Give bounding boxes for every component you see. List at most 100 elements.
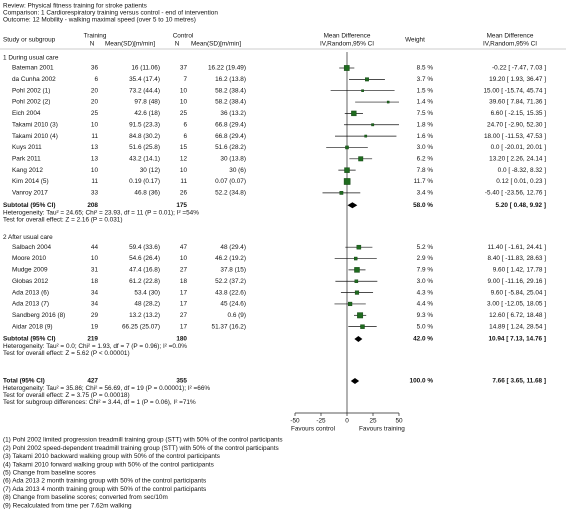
footnote: (6) Ada 2013 2 month training group with… [3, 478, 206, 485]
footnote: (7) Ada 2013 4 month training group with… [3, 486, 206, 493]
effect-square [356, 244, 362, 250]
weight: 58.0 % [413, 202, 433, 209]
column-header: IV,Random,95% CI [320, 41, 374, 48]
training-n: 208 [87, 202, 98, 209]
training-n: 13 [91, 144, 99, 151]
effect-square [360, 324, 365, 329]
column-header: N [90, 41, 95, 48]
favours-right: Favours training [359, 426, 405, 433]
control-mean-sd: 0.6 (9) [228, 312, 246, 319]
control-mean-sd: 58.2 (38.4) [215, 99, 246, 106]
study-name: Takami 2010 (4) [12, 133, 58, 140]
control-n: 25 [180, 110, 188, 117]
x-tick-label: 50 [395, 418, 403, 425]
group-name: 2 After usual care [3, 234, 53, 241]
review: Review: Physical fitness training for st… [3, 3, 147, 10]
mean-difference: 0.12 [ 0.01, 0.23 ] [496, 178, 546, 185]
study-name: Vanroy 2017 [12, 190, 48, 197]
effect-square [348, 301, 353, 307]
training-n: 34 [91, 289, 99, 296]
study-name: Salbach 2004 [12, 244, 52, 251]
training-n: 427 [87, 378, 98, 385]
training-mean-sd: 30 (12) [140, 167, 160, 174]
training-mean-sd: 51.6 (25.8) [129, 144, 160, 151]
effect-square [354, 267, 360, 273]
training-n: 13 [91, 155, 99, 162]
study-name: Ada 2013 (7) [12, 301, 49, 308]
overall-effect: Test for overall effect: Z = 2.16 (P = 0… [3, 216, 122, 223]
weight: 42.0 % [413, 336, 433, 343]
training-mean-sd: 13.2 (13.2) [129, 312, 160, 319]
training-mean-sd: 42.6 (18) [134, 110, 160, 117]
training-mean-sd: 97.8 (48) [134, 99, 160, 106]
pooled-diamond [350, 378, 360, 384]
footnote: (8) Change from baseline scores; convert… [3, 494, 168, 501]
heterogeneity: Heterogeneity: Tau² = 0.0; Chi² = 1.93, … [3, 343, 187, 350]
column-header: Mean(SD)[m/min] [105, 41, 155, 48]
mean-difference: -0.22 [ -7.47, 7.03 ] [492, 65, 546, 72]
control-mean-sd: 46.2 (19.2) [215, 255, 246, 262]
effect-square [357, 312, 364, 319]
favours-left: Favours control [291, 426, 335, 433]
mean-difference: 19.20 [ 1.93, 36.47 ] [489, 76, 546, 83]
control-n: 6 [183, 121, 187, 128]
control-n: 18 [180, 278, 188, 285]
x-tick-label: -50 [290, 418, 300, 425]
mean-difference: 11.40 [ -1.61, 24.41 ] [487, 244, 546, 251]
control-mean-sd: 45 (24.6) [220, 301, 246, 308]
group-name: 1 During usual care [3, 55, 59, 62]
weight: 6.2 % [417, 155, 434, 162]
effect-square [364, 134, 368, 138]
control-mean-sd: 66.8 (29.4) [215, 121, 246, 128]
weight: 3.0 % [417, 278, 434, 285]
training-mean-sd: 0.19 (0.17) [129, 178, 160, 185]
training-n: 219 [87, 336, 98, 343]
weight: 2.9 % [417, 255, 434, 262]
overall-effect: Test for overall effect: Z = 5.62 (P < 0… [3, 350, 130, 357]
training-n: 19 [91, 323, 99, 330]
control-mean-sd: 37.8 (15) [220, 267, 246, 274]
study-name: Kuys 2011 [12, 144, 42, 151]
mean-difference: 0.0 [ -20.01, 20.01 ] [491, 144, 547, 151]
study-name: Eich 2004 [12, 110, 41, 117]
total-label: Total (95% CI) [3, 378, 45, 385]
mean-difference: 24.70 [ -2.90, 52.30 ] [487, 121, 546, 128]
column-header: N [175, 41, 180, 48]
training-n: 6 [94, 76, 98, 83]
weight: 100.0 % [410, 378, 434, 385]
mean-difference: 6.60 [ -2.15, 15.35 ] [491, 110, 547, 117]
training-mean-sd: 46.8 (36) [134, 190, 160, 197]
weight: 8.5 % [417, 65, 434, 72]
pooled-diamond [347, 202, 358, 209]
weight: 1.6 % [417, 133, 434, 140]
control-n: 37 [180, 65, 188, 72]
weight: 4.4 % [417, 301, 434, 308]
control-n: 180 [176, 336, 187, 343]
mean-difference: 9.60 [ 1.42, 17.78 ] [493, 267, 547, 274]
effect-square [354, 279, 359, 284]
mean-difference: 9.00 [ -11.16, 29.16 ] [487, 278, 546, 285]
heterogeneity: Heterogeneity: Tau² = 24.65; Chi² = 23.9… [3, 209, 199, 216]
mean-difference: 0.0 [ -8.32, 8.32 ] [498, 167, 547, 174]
column-header: Mean Difference [487, 33, 534, 40]
footnote: (4) Takami 2010 forward walking group wi… [3, 461, 214, 468]
subtotal-label: Subtotal (95% CI) [3, 336, 56, 343]
control-mean-sd: 0.07 (0.07) [215, 178, 246, 185]
weight: 1.8 % [417, 121, 434, 128]
study-name: Globas 2012 [12, 278, 49, 285]
study-name: Park 2011 [12, 155, 41, 162]
control-n: 10 [180, 255, 188, 262]
weight: 1.5 % [417, 87, 434, 94]
control-mean-sd: 51.6 (28.2) [215, 144, 246, 151]
training-mean-sd: 66.25 (25.07) [122, 323, 160, 330]
control-n: 7 [183, 76, 187, 83]
effect-square [345, 145, 349, 150]
comparison: Comparison: 1 Cardiorespiratory training… [3, 10, 218, 17]
mean-difference: 39.60 [ 7.84, 71.36 ] [489, 99, 546, 106]
effect-square [344, 167, 350, 173]
weight: 9.3 % [417, 312, 434, 319]
training-mean-sd: 48 (28.2) [134, 301, 160, 308]
weight: 1.4 % [417, 99, 434, 106]
column-header: Training [84, 33, 107, 40]
